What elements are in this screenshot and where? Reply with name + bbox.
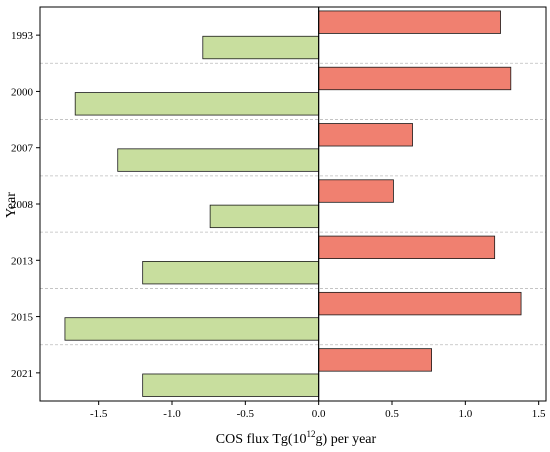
positive-bar-2000 [318,66,512,91]
x-axis-label-end: g) per year [316,432,377,447]
negative-bar-2000 [74,92,320,116]
x-tick-label: 0.0 [312,408,326,420]
negative-bar-2007 [117,148,320,172]
y-tick-label: 2007 [11,143,34,155]
negative-bar-2015 [64,317,320,341]
plot-frame [39,6,547,402]
positive-bar-2007 [318,123,413,147]
x-axis-label: COS flux Tg(1012g) per year [216,429,377,447]
y-tick-label: 2013 [11,255,34,267]
y-axis-label: Year [4,192,19,218]
negative-bar-2008 [209,204,320,229]
y-tick-label: 2008 [11,199,34,211]
x-tick-label: -1.0 [163,408,181,420]
category-separators [40,62,546,346]
x-tick-label: -0.5 [237,408,255,420]
x-tick-label: 1.5 [532,408,546,420]
y-tick-label: 2015 [11,312,34,324]
positive-bar-2015 [318,291,522,316]
positive-bar-2021 [318,348,432,372]
positive-bar-2008 [318,179,394,203]
negative-bar-2013 [142,261,320,285]
negative-bar-1993 [202,35,320,60]
y-tick-label: 2000 [11,86,34,98]
y-tick-label: 1993 [11,30,34,42]
positive-bar-2013 [318,235,496,259]
x-axis-label-superscript: 12 [307,429,316,439]
y-tick-label: 2021 [11,368,33,380]
bars [64,10,522,397]
x-tick-label: -1.5 [90,408,108,420]
x-tick-label: 0.5 [385,408,399,420]
negative-bar-2021 [142,373,320,397]
ticks: -1.5 -1.0 -0.5 0.0 0.5 1.0 1.5 1993 2000 2007 2008… [11,30,546,420]
x-tick-label: 1.0 [458,408,472,420]
positive-bar-1993 [318,10,501,34]
